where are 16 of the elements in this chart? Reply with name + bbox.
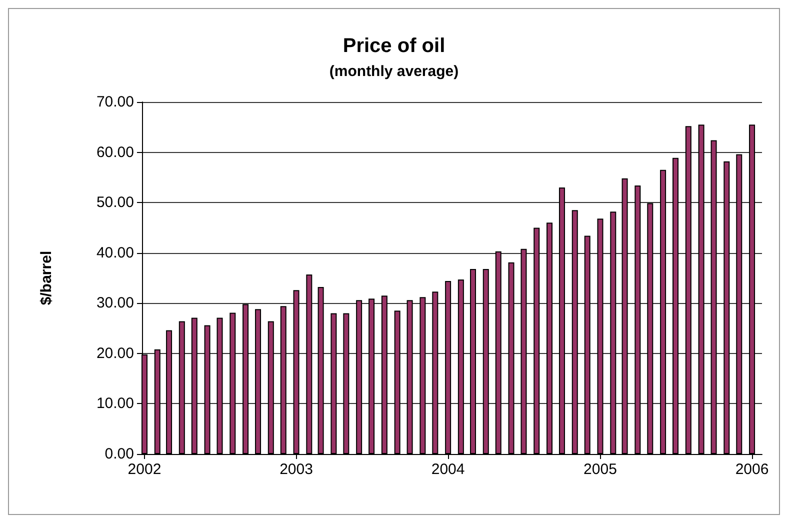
chart-subtitle: (monthly average) (329, 63, 459, 80)
y-tick-label: 0.00 (104, 446, 134, 462)
x-tick-label: 2002 (128, 461, 162, 478)
chart-title: Price of oil (342, 35, 446, 57)
y-tick-label: 20.00 (96, 344, 134, 362)
y-tick-label: 50.00 (96, 194, 134, 212)
x-tick-label: 2003 (280, 461, 313, 478)
y-axis-title: $/barrel (38, 250, 55, 306)
y-tick-label: 60.00 (96, 144, 134, 161)
y-tick-label: 70.00 (96, 94, 134, 110)
x-tick-label: 2004 (431, 461, 465, 478)
y-tick-label: 10.00 (96, 395, 134, 412)
x-tick-label: 2005 (584, 461, 617, 478)
x-tick-label: 2006 (735, 461, 769, 478)
y-tick-label: 40.00 (96, 244, 134, 262)
y-tick-label: 30.00 (96, 294, 134, 312)
